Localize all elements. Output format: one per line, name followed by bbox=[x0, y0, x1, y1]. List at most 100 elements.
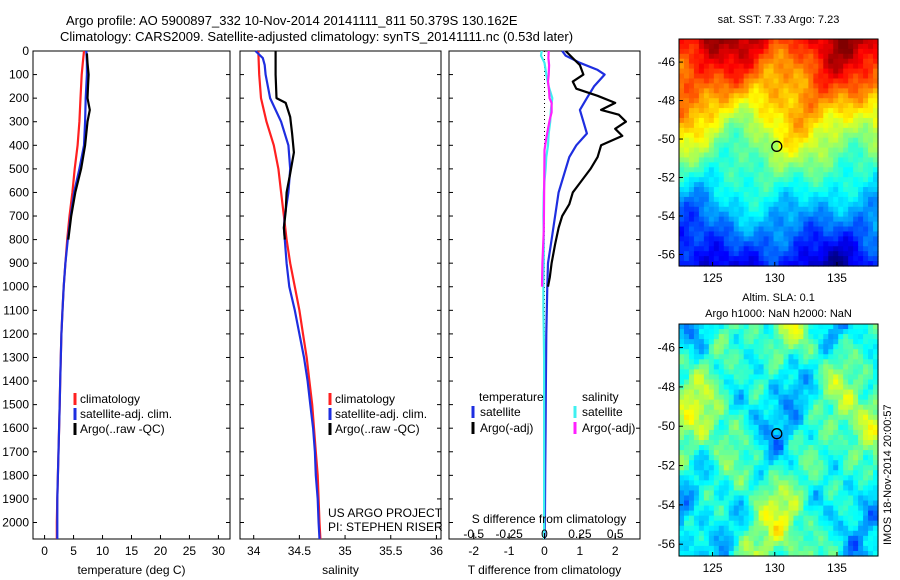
map-cell bbox=[758, 369, 765, 376]
map-cell bbox=[748, 246, 755, 252]
map-cell bbox=[743, 261, 750, 267]
map-cell bbox=[823, 211, 829, 218]
map-cell bbox=[838, 424, 844, 431]
map-cell bbox=[858, 177, 864, 183]
map-cell bbox=[693, 256, 700, 262]
map-cell bbox=[718, 545, 725, 552]
map-cell bbox=[868, 505, 874, 512]
map-cell bbox=[853, 414, 859, 421]
map-cell bbox=[818, 63, 824, 70]
map-cell bbox=[683, 261, 690, 267]
map-cell bbox=[683, 201, 690, 208]
map-cell bbox=[713, 187, 720, 193]
map-cell bbox=[823, 157, 829, 163]
map-cell bbox=[763, 43, 770, 50]
map-cell bbox=[688, 414, 695, 421]
map-cell bbox=[833, 384, 839, 391]
map-cell bbox=[833, 470, 839, 476]
map-cell bbox=[728, 201, 735, 208]
map-cell bbox=[818, 251, 824, 257]
map-cell bbox=[863, 172, 869, 178]
map-cell bbox=[793, 540, 799, 547]
map-cell bbox=[823, 98, 829, 104]
map-cell bbox=[798, 505, 804, 512]
map-cell bbox=[728, 93, 735, 99]
map-cell bbox=[703, 236, 710, 242]
map-cell bbox=[683, 525, 690, 532]
map-cell bbox=[679, 389, 685, 396]
map-cell bbox=[763, 339, 770, 345]
map-cell bbox=[863, 39, 869, 45]
map-cell bbox=[808, 349, 814, 355]
map-cell bbox=[828, 73, 834, 80]
map-cell bbox=[703, 394, 710, 401]
map-cell bbox=[843, 226, 849, 233]
map-cell bbox=[868, 167, 874, 173]
map-cell bbox=[753, 256, 760, 262]
map-cell bbox=[763, 515, 770, 522]
map-cell bbox=[783, 490, 790, 497]
map-cell bbox=[738, 414, 745, 421]
depth-tick-label: 100 bbox=[9, 68, 29, 82]
map-cell bbox=[723, 78, 730, 85]
map-cell bbox=[708, 404, 715, 411]
map-cell bbox=[679, 359, 685, 365]
map-cell bbox=[718, 93, 725, 99]
map-cell bbox=[848, 256, 854, 262]
map-cell bbox=[748, 58, 755, 65]
map-cell bbox=[848, 460, 854, 466]
map-cell bbox=[773, 216, 780, 223]
map-cell bbox=[858, 48, 864, 55]
map-cell bbox=[713, 369, 720, 376]
map-cell bbox=[768, 374, 775, 381]
map-cell bbox=[793, 384, 799, 391]
map-cell bbox=[858, 450, 864, 456]
map-cell bbox=[708, 374, 715, 381]
map-cell bbox=[868, 470, 874, 476]
map-cell bbox=[813, 520, 819, 527]
map-cell bbox=[873, 117, 879, 124]
map-cell bbox=[823, 113, 829, 119]
map-cell bbox=[708, 455, 715, 461]
map-cell bbox=[783, 58, 790, 65]
map-cell bbox=[718, 324, 725, 330]
map-cell bbox=[683, 399, 690, 406]
map-cell bbox=[763, 419, 770, 426]
map-cell bbox=[773, 545, 780, 552]
map-cell bbox=[783, 211, 790, 218]
map-cell bbox=[688, 480, 695, 486]
map-cell bbox=[688, 211, 695, 218]
map-cell bbox=[853, 404, 859, 411]
map-cell bbox=[683, 157, 690, 163]
map-cell bbox=[723, 122, 730, 129]
map-cell bbox=[743, 490, 750, 497]
map-cell bbox=[773, 236, 780, 242]
map-cell bbox=[788, 389, 795, 396]
map-cell bbox=[768, 329, 775, 335]
map-cell bbox=[828, 460, 834, 466]
map-cell bbox=[683, 329, 690, 335]
map-cell bbox=[738, 226, 745, 233]
map-cell bbox=[818, 545, 824, 552]
map-cell bbox=[798, 445, 804, 451]
map-cell bbox=[733, 236, 740, 242]
map-cell bbox=[818, 117, 824, 124]
map-cell bbox=[868, 88, 874, 94]
map-cell bbox=[818, 53, 824, 60]
map-cell bbox=[773, 445, 780, 451]
map-cell bbox=[798, 226, 804, 233]
map-cell bbox=[748, 206, 755, 213]
map-cell bbox=[723, 495, 730, 502]
map-cell bbox=[813, 53, 819, 60]
map-cell bbox=[868, 384, 874, 391]
map-cell bbox=[743, 485, 750, 492]
map-cell bbox=[763, 88, 770, 94]
map-cell bbox=[743, 196, 750, 203]
map-cell bbox=[818, 460, 824, 466]
map-cell bbox=[693, 68, 700, 75]
map-cell bbox=[733, 404, 740, 411]
map-cell bbox=[848, 226, 854, 233]
map-cell bbox=[828, 354, 834, 360]
map-cell bbox=[733, 339, 740, 345]
map-cell bbox=[728, 515, 735, 522]
